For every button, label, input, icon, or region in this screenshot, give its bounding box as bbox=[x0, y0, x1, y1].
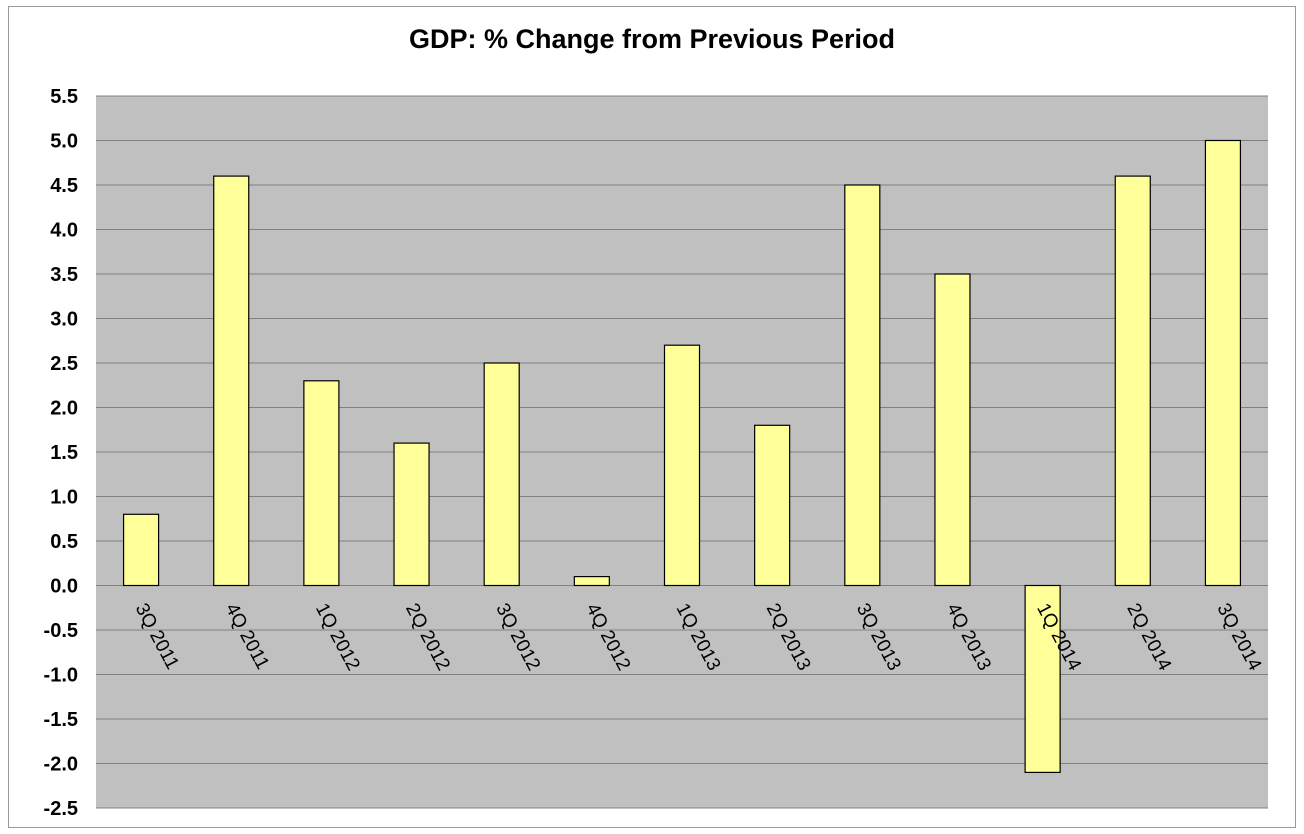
bar-3q-2011 bbox=[122, 513, 160, 587]
bar-1q-2014 bbox=[1024, 584, 1061, 773]
y-tick-label: -1.5 bbox=[44, 709, 78, 731]
y-tick-label: 3.0 bbox=[50, 309, 78, 331]
chart-title: GDP: % Change from Previous Period bbox=[408, 24, 896, 54]
y-tick-label: -2.0 bbox=[44, 754, 78, 776]
y-tick-label: 2.0 bbox=[50, 398, 78, 420]
bar-4q-2011 bbox=[213, 175, 250, 587]
y-tick-label: 1.5 bbox=[50, 442, 78, 464]
bar-2q-2013 bbox=[754, 424, 791, 587]
y-tick-label: 4.5 bbox=[50, 175, 78, 197]
y-tick-label: 5.0 bbox=[50, 131, 78, 153]
bar-4q-2013 bbox=[934, 273, 971, 587]
y-tick-label: 5.5 bbox=[50, 86, 78, 108]
bar-2q-2012 bbox=[393, 442, 430, 587]
y-tick-label: 0.0 bbox=[50, 576, 78, 598]
bar-3q-2013 bbox=[844, 184, 881, 587]
y-tick-label: 0.5 bbox=[50, 531, 78, 553]
bar-1q-2012 bbox=[303, 380, 340, 587]
y-tick-label: 1.0 bbox=[50, 487, 78, 509]
bar-3q-2012 bbox=[483, 362, 520, 587]
bar-2q-2014 bbox=[1114, 175, 1151, 587]
y-tick-label: -0.5 bbox=[44, 620, 78, 642]
y-tick-label: -2.5 bbox=[44, 798, 78, 820]
y-tick-label: -1.0 bbox=[44, 665, 78, 687]
bar-3q-2014 bbox=[1204, 139, 1242, 587]
bar-1q-2013 bbox=[663, 344, 701, 587]
y-tick-label: 3.5 bbox=[50, 264, 78, 286]
bar-4q-2012 bbox=[573, 575, 610, 587]
y-tick-label: 4.0 bbox=[50, 220, 78, 242]
y-tick-label: 2.5 bbox=[50, 353, 78, 375]
